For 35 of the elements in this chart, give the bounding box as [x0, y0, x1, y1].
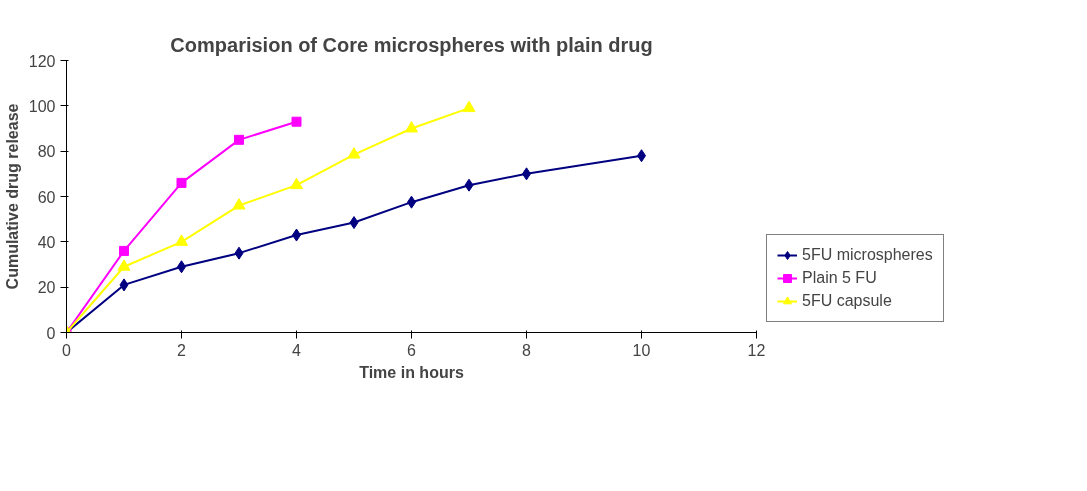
point	[232, 198, 246, 210]
legend-label: Plain 5 FU	[802, 269, 877, 287]
point	[290, 177, 303, 190]
point	[117, 259, 131, 271]
y-tick-label: 100	[28, 97, 56, 115]
point	[234, 246, 244, 260]
legend-label: 5FU capsule	[802, 292, 892, 310]
point	[464, 178, 474, 192]
point	[234, 134, 244, 145]
point	[291, 116, 302, 127]
point	[175, 234, 188, 246]
y-tick-label: 80	[37, 143, 56, 161]
y-tick-label: 40	[37, 233, 56, 251]
point	[119, 245, 129, 256]
point	[119, 278, 129, 292]
x-tick-label: 10	[632, 341, 651, 359]
x-tick-label: 4	[292, 341, 302, 359]
y-axis-title: Cumulative drug release	[3, 103, 21, 290]
chart-title: Comparision of Core microspheres with plain drug	[170, 33, 653, 56]
point	[462, 100, 476, 113]
x-tick-label: 8	[522, 341, 532, 359]
legend-label: 5FU microspheres	[802, 246, 933, 264]
x-tick-label: 0	[62, 341, 72, 359]
point	[349, 216, 359, 230]
x-tick-label: 12	[747, 341, 766, 359]
point	[176, 177, 187, 188]
x-tick-label: 2	[177, 341, 187, 359]
point	[347, 147, 361, 159]
point	[405, 121, 418, 133]
y-tick-label: 0	[46, 324, 56, 342]
x-axis-title: Time in hours	[359, 363, 464, 381]
x-tick-label: 6	[407, 341, 417, 359]
y-tick-label: 120	[28, 52, 56, 70]
y-tick-label: 20	[37, 279, 56, 297]
y-tick-label: 60	[37, 188, 56, 206]
